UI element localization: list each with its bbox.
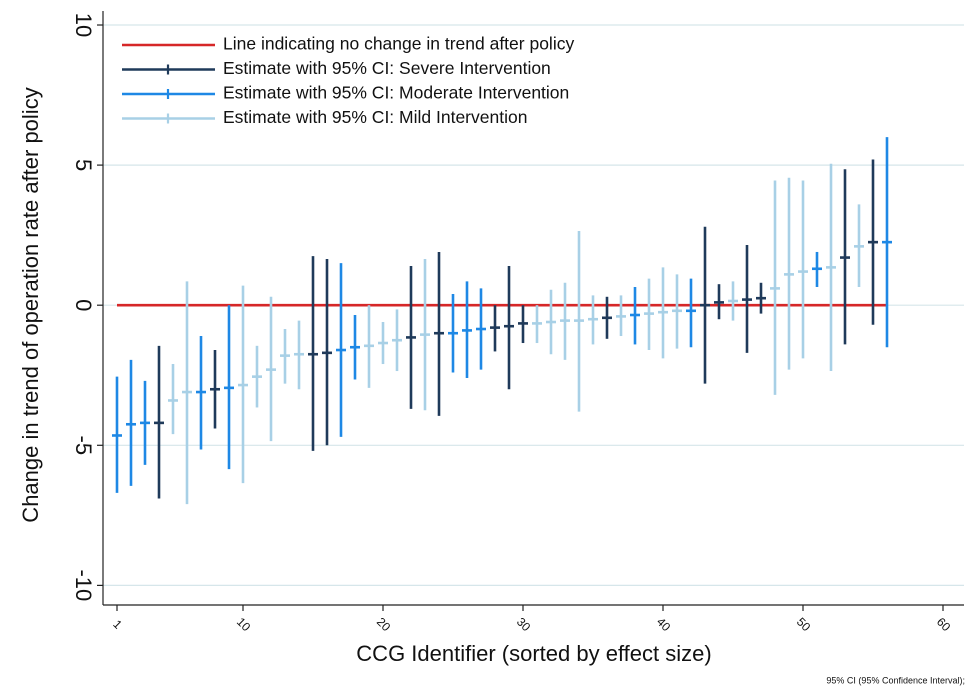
- y-tick-label: -10: [71, 569, 96, 601]
- y-axis-label: Change in trend of operation rate after …: [18, 87, 43, 522]
- y-tick-label: 10: [71, 13, 96, 37]
- y-tick-label: 0: [71, 299, 96, 311]
- x-tick-label: 1: [110, 617, 125, 632]
- x-tick-label: 30: [514, 615, 534, 635]
- x-axis-label: CCG Identifier (sorted by effect size): [356, 641, 711, 666]
- legend-label: Line indicating no change in trend after…: [223, 34, 574, 54]
- x-tick-label: 60: [934, 615, 954, 635]
- y-tick-label: -5: [71, 436, 96, 456]
- y-tick-label: 5: [71, 159, 96, 171]
- legend-label: Estimate with 95% CI: Severe Interventio…: [223, 58, 551, 78]
- x-tick-label: 50: [794, 615, 814, 635]
- x-tick-label: 10: [234, 615, 254, 635]
- x-tick-label: 40: [654, 615, 674, 635]
- legend-label: Estimate with 95% CI: Moderate Intervent…: [223, 83, 569, 103]
- legend-label: Estimate with 95% CI: Mild Intervention: [223, 107, 527, 127]
- footnote: 95% CI (95% Confidence Interval);: [826, 675, 965, 685]
- x-tick-label: 20: [374, 615, 394, 635]
